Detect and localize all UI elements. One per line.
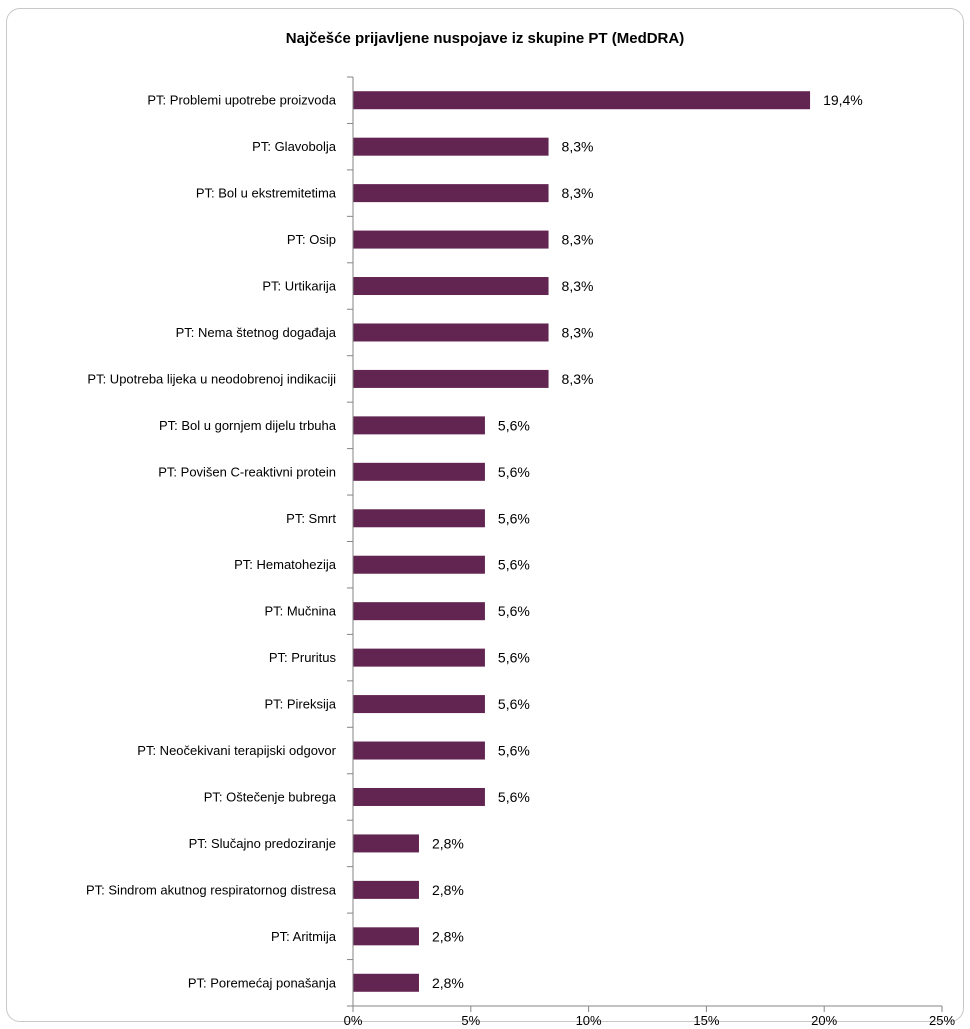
- category-label: PT: Hematohezija: [234, 557, 337, 572]
- bar: [353, 462, 485, 481]
- category-label: PT: Nema štetnog događaja: [176, 325, 337, 340]
- bar: [353, 277, 549, 296]
- data-label: 5,6%: [498, 464, 530, 480]
- bar: [353, 137, 549, 156]
- x-tick-label: 0%: [344, 1013, 363, 1028]
- data-label: 19,4%: [823, 92, 863, 108]
- category-label: PT: Problemi upotrebe proizvoda: [147, 93, 336, 108]
- x-tick-label: 15%: [693, 1013, 719, 1028]
- x-tick-label: 5%: [461, 1013, 480, 1028]
- category-label: PT: Mučnina: [264, 604, 336, 619]
- bar: [353, 230, 549, 249]
- category-label: PT: Urtikarija: [262, 279, 336, 294]
- bar: [353, 648, 485, 667]
- data-label: 2,8%: [432, 882, 464, 898]
- data-label: 2,8%: [432, 928, 464, 944]
- data-label: 2,8%: [432, 975, 464, 991]
- bar: [353, 369, 549, 388]
- data-label: 5,6%: [498, 789, 530, 805]
- bar: [353, 927, 419, 946]
- category-label: PT: Aritmija: [271, 929, 337, 944]
- bar: [353, 787, 485, 806]
- data-label: 5,6%: [498, 696, 530, 712]
- category-label: PT: Osip: [287, 232, 336, 247]
- category-label: PT: Pruritus: [269, 650, 337, 665]
- x-tick-label: 10%: [576, 1013, 602, 1028]
- category-label: PT: Bol u ekstremitetima: [196, 186, 337, 201]
- data-label: 5,6%: [498, 510, 530, 526]
- labels-layer: PT: Problemi upotrebe proizvoda 19,4% PT: …: [86, 92, 955, 1028]
- bar: [353, 834, 419, 853]
- x-tick-label: 25%: [929, 1013, 955, 1028]
- chart-frame: [6, 8, 964, 1022]
- data-label: 5,6%: [498, 650, 530, 666]
- category-label: PT: Oštečenje bubrega: [204, 789, 337, 804]
- category-label: PT: Slučajno predoziranje: [189, 836, 336, 851]
- bar: [353, 91, 811, 110]
- data-label: 8,3%: [562, 278, 594, 294]
- data-label: 5,6%: [498, 417, 530, 433]
- bar: [353, 555, 485, 574]
- category-label: PT: Neočekivani terapijski odgovor: [137, 743, 336, 758]
- data-label: 2,8%: [432, 835, 464, 851]
- data-label: 8,3%: [562, 324, 594, 340]
- data-label: 5,6%: [498, 743, 530, 759]
- data-label: 8,3%: [562, 185, 594, 201]
- category-label: PT: Smrt: [286, 511, 336, 526]
- data-label: 8,3%: [562, 232, 594, 248]
- bar: [353, 184, 549, 203]
- data-label: 5,6%: [498, 557, 530, 573]
- category-label: PT: Povišen C-reaktivni protein: [158, 464, 336, 479]
- category-label: PT: Sindrom akutnog respiratornog distre…: [86, 882, 337, 897]
- category-label: PT: Pireksija: [264, 697, 336, 712]
- bar: [353, 973, 419, 992]
- bar: [353, 509, 485, 528]
- bar: [353, 602, 485, 621]
- x-tick-label: 20%: [811, 1013, 837, 1028]
- bar: [353, 416, 485, 435]
- bar: [353, 323, 549, 342]
- bar: [353, 741, 485, 760]
- bar: [353, 880, 419, 899]
- data-label: 8,3%: [562, 139, 594, 155]
- category-label: PT: Poremećaj ponašanja: [188, 975, 337, 990]
- bar: [353, 695, 485, 714]
- chart-title: Najčešće prijavljene nuspojave iz skupin…: [285, 30, 685, 47]
- category-label: PT: Glavobolja: [252, 139, 337, 154]
- bars-layer: [353, 91, 811, 992]
- data-label: 5,6%: [498, 603, 530, 619]
- category-label: PT: Bol u gornjem dijelu trbuha: [159, 418, 337, 433]
- category-label: PT: Upotreba lijeka u neodobrenoj indika…: [87, 371, 336, 386]
- data-label: 8,3%: [562, 371, 594, 387]
- axes-layer: [347, 76, 943, 1012]
